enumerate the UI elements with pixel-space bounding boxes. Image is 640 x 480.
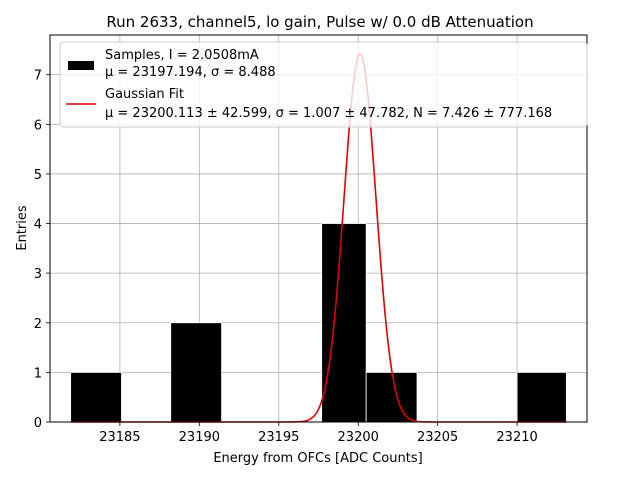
x-axis-ticks: 23185 23190 23195 23200 23205 23210: [99, 422, 538, 445]
chart-title: Run 2633, channel5, lo gain, Pulse w/ 0.…: [106, 13, 533, 31]
x-tick-label: 23185: [99, 430, 140, 445]
legend-histogram-stats: μ = 23197.194, σ = 8.488: [105, 65, 276, 80]
x-tick-label: 23195: [258, 430, 299, 445]
y-tick-label: 4: [34, 218, 42, 233]
histogram-bar: [70, 371, 122, 423]
x-tick-label: 23210: [496, 430, 537, 445]
y-tick-label: 1: [34, 366, 42, 381]
histogram-bar: [321, 223, 367, 423]
y-tick-label: 5: [34, 168, 42, 183]
legend-fit-label: Gaussian Fit: [105, 87, 184, 102]
y-axis-label: Entries: [15, 205, 30, 251]
y-tick-label: 6: [34, 118, 42, 133]
x-tick-label: 23205: [417, 430, 458, 445]
histogram-bar: [365, 371, 418, 423]
y-tick-label: 2: [34, 317, 42, 332]
legend-fit-params: μ = 23200.113 ± 42.599, σ = 1.007 ± 47.7…: [105, 106, 552, 121]
y-tick-label: 7: [34, 69, 42, 84]
histogram-bar: [516, 371, 567, 423]
legend-box: [59, 41, 588, 128]
x-axis-label: Energy from OFCs [ADC Counts]: [213, 451, 422, 466]
histogram-bars: [70, 223, 567, 423]
x-tick-label: 23200: [338, 430, 379, 445]
y-axis-ticks: 0 1 2 3 4 5 6 7: [34, 69, 50, 431]
x-tick-label: 23190: [179, 430, 220, 445]
y-tick-label: 3: [34, 267, 42, 282]
y-tick-label: 0: [34, 416, 42, 431]
legend-histogram-swatch: [68, 61, 94, 70]
histogram-bar: [170, 322, 222, 423]
legend-histogram-label: Samples, I = 2.0508mA: [105, 48, 259, 63]
plot-frame: [49, 34, 588, 423]
legend: Samples, I = 2.0508mA μ = 23197.194, σ =…: [59, 41, 588, 128]
